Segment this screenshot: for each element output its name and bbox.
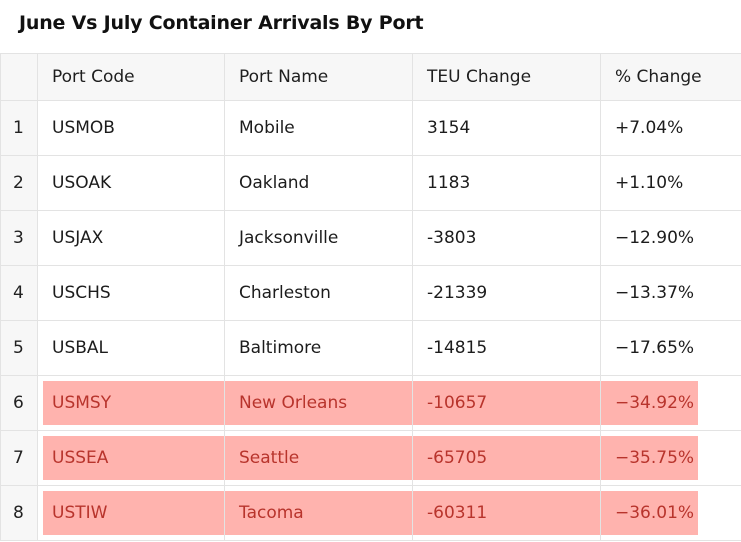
cell-teu-change: -65705 <box>412 430 601 486</box>
highlight-band <box>225 436 412 480</box>
cell-pct-change-text: −36.01% <box>615 503 695 523</box>
cell-teu-change: -10657 <box>412 375 601 431</box>
table-row[interactable]: 7 USSEA Seattle -65705 −35.75% <box>0 430 741 486</box>
cell-teu-change: -14815 <box>412 320 601 376</box>
table-row[interactable]: 2 USOAK Oakland 1183 +1.10% <box>0 155 741 211</box>
highlight-band <box>413 381 600 425</box>
cell-port-code: USOAK <box>37 155 225 211</box>
data-table: Port Code Port Name TEU Change % Change … <box>0 53 741 541</box>
highlight-band <box>225 381 412 425</box>
row-index: 6 <box>0 375 38 431</box>
cell-port-name: Tacoma <box>224 485 413 541</box>
highlight-band <box>43 436 224 480</box>
highlight-band <box>601 436 698 480</box>
cell-port-name: Seattle <box>224 430 413 486</box>
cell-port-name: New Orleans <box>224 375 413 431</box>
highlight-band <box>43 491 224 535</box>
cell-port-code-text: USMSY <box>52 393 112 413</box>
table-row[interactable]: 6 USMSY New Orleans -10657 −34.92% <box>0 375 741 431</box>
cell-port-name-text: Tacoma <box>239 503 304 523</box>
cell-port-name: Oakland <box>224 155 413 211</box>
cell-teu-change-text: -10657 <box>427 393 488 413</box>
cell-port-name: Baltimore <box>224 320 413 376</box>
cell-pct-change: −17.65% <box>600 320 741 376</box>
header-index <box>0 53 38 101</box>
cell-port-code: USBAL <box>37 320 225 376</box>
highlight-band <box>225 491 412 535</box>
cell-port-code-text: USTIW <box>52 503 108 523</box>
highlight-band <box>43 381 224 425</box>
highlight-band <box>601 381 698 425</box>
cell-teu-change: -3803 <box>412 210 601 266</box>
cell-pct-change: +1.10% <box>600 155 741 211</box>
cell-teu-change-text: -60311 <box>427 503 488 523</box>
cell-port-name: Jacksonville <box>224 210 413 266</box>
cell-port-code-text: USSEA <box>52 448 109 468</box>
cell-pct-change: −12.90% <box>600 210 741 266</box>
cell-pct-change: −13.37% <box>600 265 741 321</box>
row-index: 2 <box>0 155 38 211</box>
cell-port-code: USMOB <box>37 100 225 156</box>
cell-teu-change: 1183 <box>412 155 601 211</box>
table-row[interactable]: 3 USJAX Jacksonville -3803 −12.90% <box>0 210 741 266</box>
cell-port-code: USCHS <box>37 265 225 321</box>
cell-port-name: Charleston <box>224 265 413 321</box>
cell-teu-change-text: -65705 <box>427 448 488 468</box>
highlight-band <box>413 491 600 535</box>
table-row[interactable]: 1 USMOB Mobile 3154 +7.04% <box>0 100 741 156</box>
row-index: 1 <box>0 100 38 156</box>
cell-port-name-text: New Orleans <box>239 393 348 413</box>
row-index: 8 <box>0 485 38 541</box>
row-index: 5 <box>0 320 38 376</box>
cell-teu-change: -21339 <box>412 265 601 321</box>
cell-pct-change: −36.01% <box>600 485 741 541</box>
cell-port-code: USJAX <box>37 210 225 266</box>
cell-teu-change: -60311 <box>412 485 601 541</box>
cell-teu-change: 3154 <box>412 100 601 156</box>
cell-pct-change: +7.04% <box>600 100 741 156</box>
cell-port-name-text: Seattle <box>239 448 300 468</box>
highlight-band <box>413 436 600 480</box>
table-row[interactable]: 5 USBAL Baltimore -14815 −17.65% <box>0 320 741 376</box>
row-index: 4 <box>0 265 38 321</box>
table-row[interactable]: 8 USTIW Tacoma -60311 −36.01% <box>0 485 741 541</box>
cell-port-name: Mobile <box>224 100 413 156</box>
header-port-code[interactable]: Port Code <box>37 53 225 101</box>
cell-pct-change: −35.75% <box>600 430 741 486</box>
cell-port-code: USTIW <box>37 485 225 541</box>
header-pct-change[interactable]: % Change <box>600 53 741 101</box>
cell-port-code: USMSY <box>37 375 225 431</box>
row-index: 3 <box>0 210 38 266</box>
cell-pct-change-text: −34.92% <box>615 393 695 413</box>
highlight-band <box>601 491 698 535</box>
cell-pct-change: −34.92% <box>600 375 741 431</box>
table-body: 1 USMOB Mobile 3154 +7.04% 2 USOAK Oakland 1183 +… <box>0 100 741 541</box>
table-row[interactable]: 4 USCHS Charleston -21339 −13.37% <box>0 265 741 321</box>
cell-port-code: USSEA <box>37 430 225 486</box>
header-row: Port Code Port Name TEU Change % Change <box>0 53 741 101</box>
page-title: June Vs July Container Arrivals By Port <box>19 12 424 34</box>
cell-pct-change-text: −35.75% <box>615 448 695 468</box>
header-teu-change[interactable]: TEU Change <box>412 53 601 101</box>
row-index: 7 <box>0 430 38 486</box>
header-port-name[interactable]: Port Name <box>224 53 413 101</box>
